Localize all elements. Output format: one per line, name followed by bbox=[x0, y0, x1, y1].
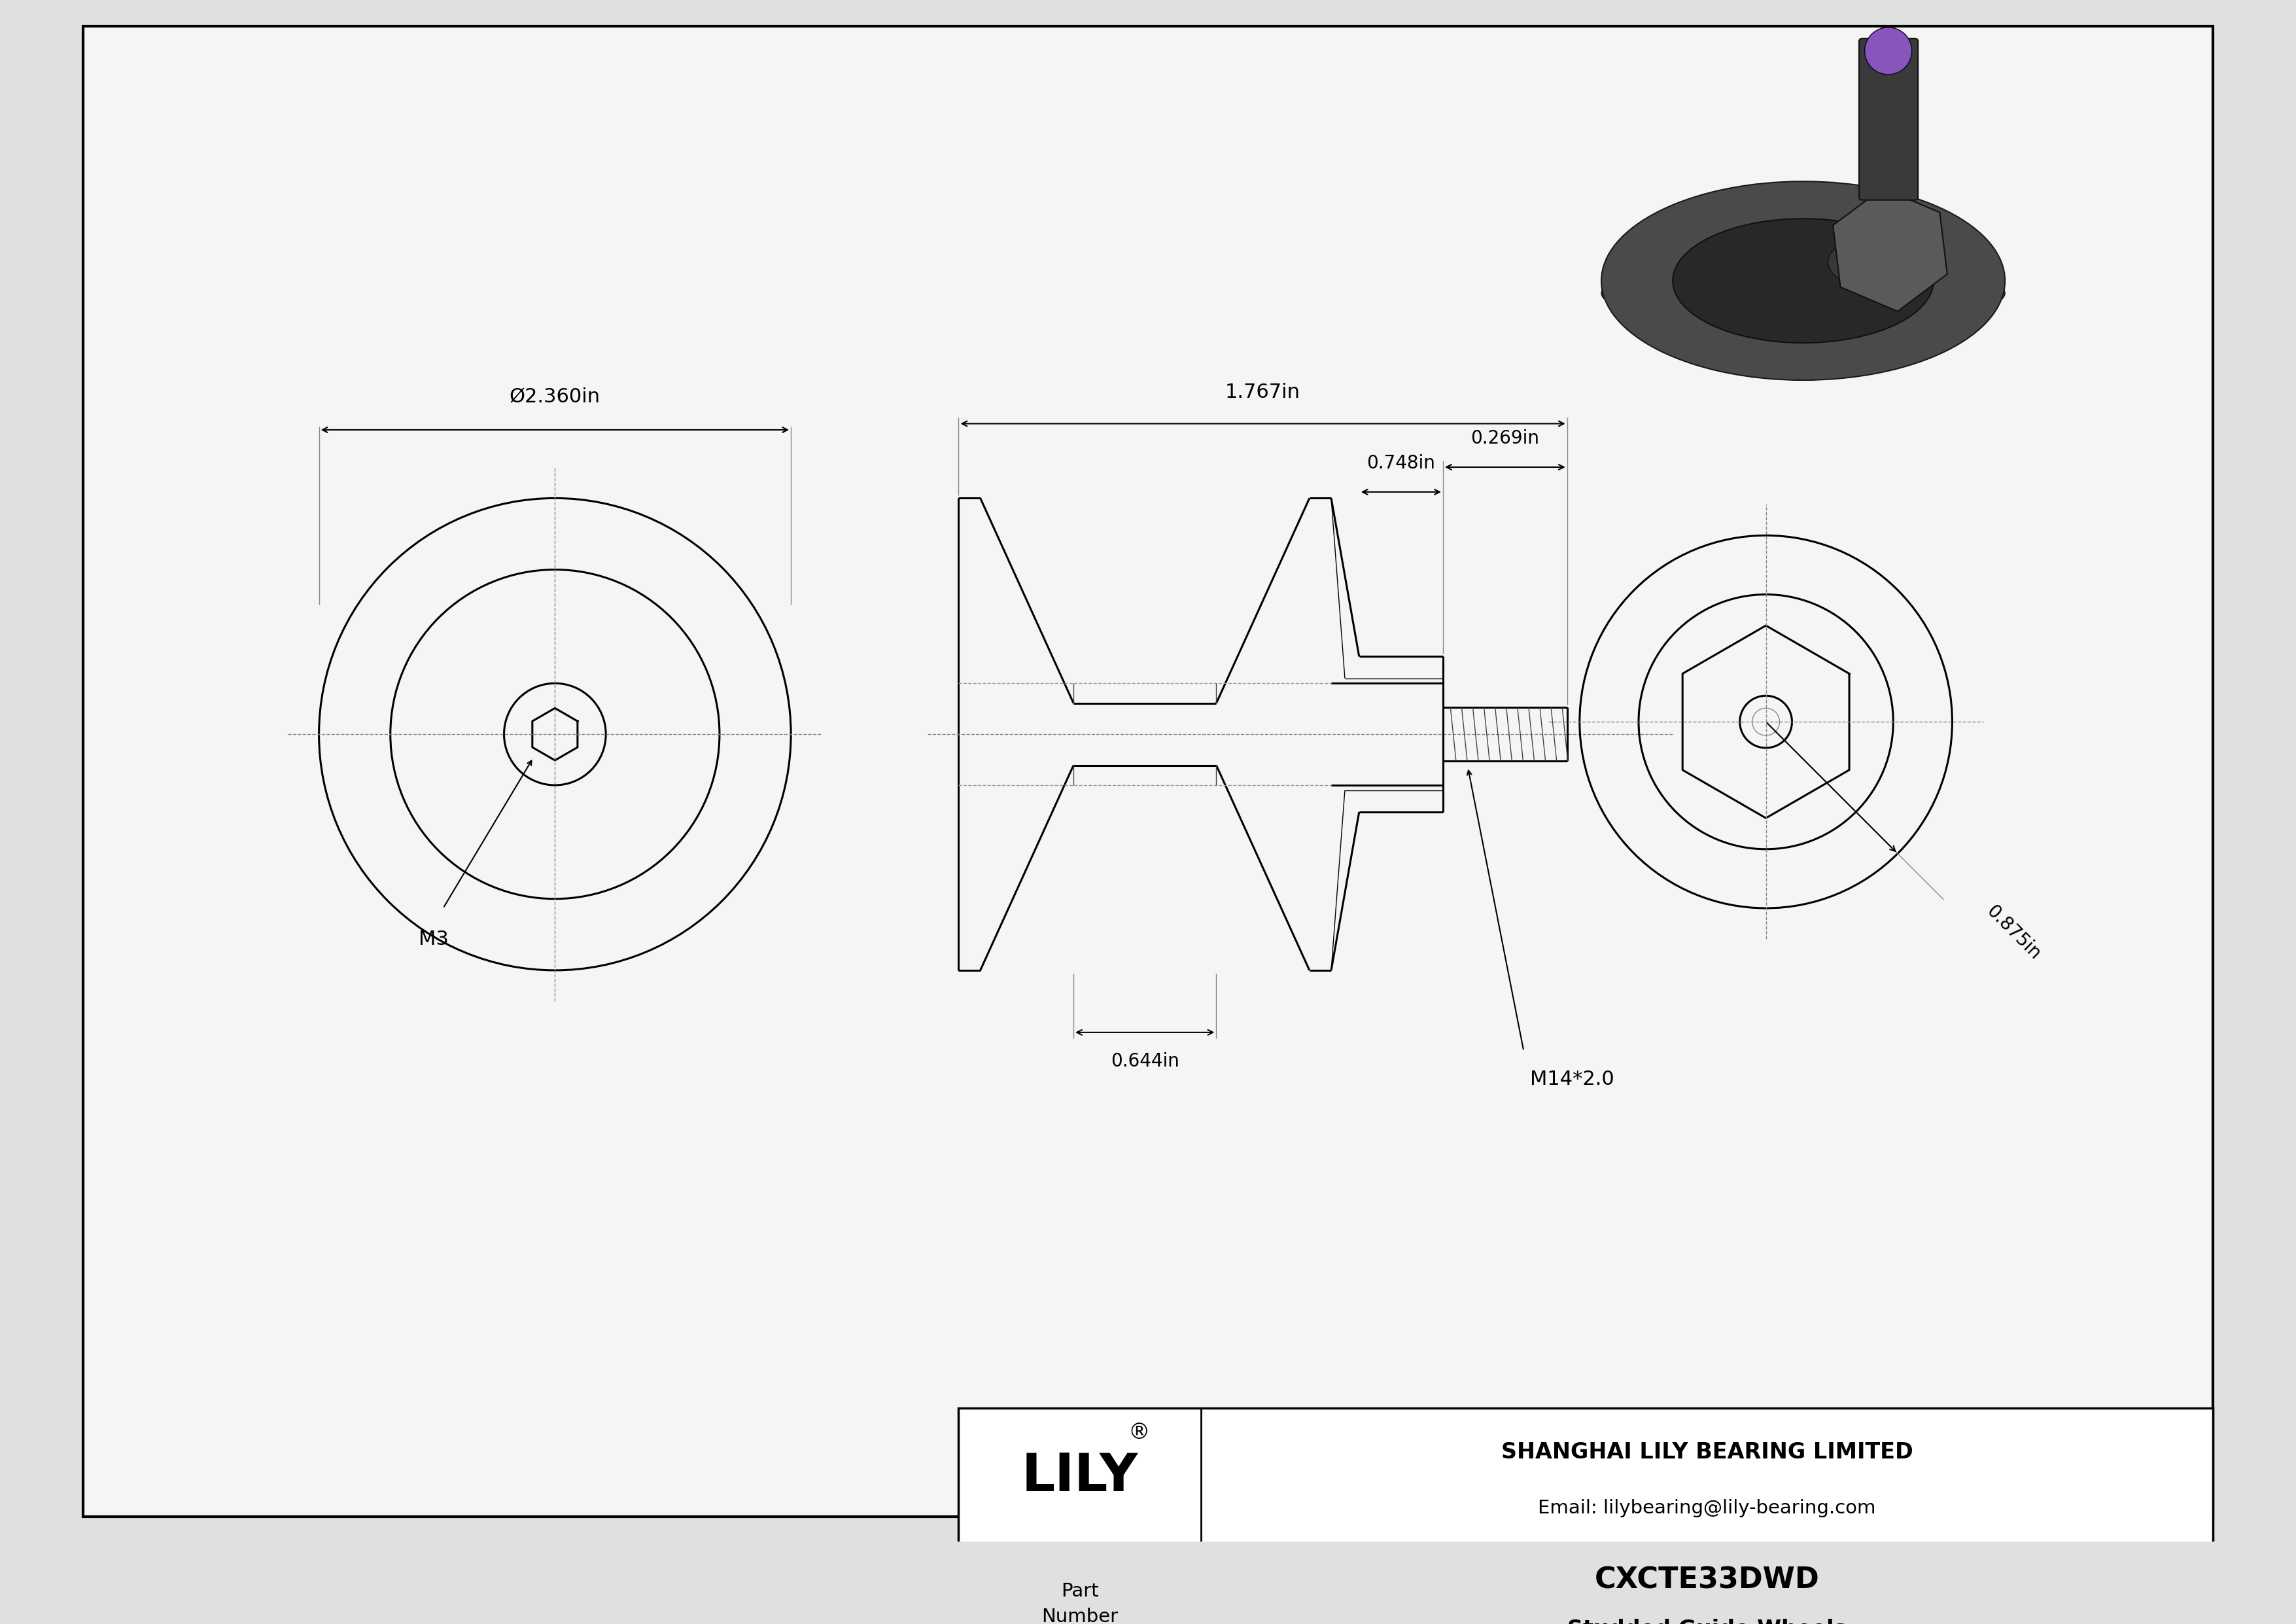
Text: 1.767in: 1.767in bbox=[1226, 383, 1300, 401]
Ellipse shape bbox=[1674, 219, 1933, 343]
Text: Studded Guide Wheels: Studded Guide Wheels bbox=[1568, 1619, 1846, 1624]
Text: M14*2.0: M14*2.0 bbox=[1529, 1070, 1614, 1088]
Text: 0.875in: 0.875in bbox=[1984, 901, 2043, 963]
Bar bbox=[960, 1408, 2213, 1624]
Ellipse shape bbox=[1600, 182, 2004, 380]
Text: Part
Number: Part Number bbox=[1042, 1582, 1118, 1624]
Text: 0.644in: 0.644in bbox=[1111, 1052, 1180, 1070]
FancyBboxPatch shape bbox=[1860, 39, 1917, 200]
Text: Ø2.360in: Ø2.360in bbox=[510, 387, 602, 406]
Ellipse shape bbox=[1828, 234, 1940, 291]
Ellipse shape bbox=[1600, 260, 2004, 328]
Circle shape bbox=[1864, 28, 1913, 75]
Text: SHANGHAI LILY BEARING LIMITED: SHANGHAI LILY BEARING LIMITED bbox=[1502, 1440, 1913, 1463]
Text: Email: lilybearing@lily-bearing.com: Email: lilybearing@lily-bearing.com bbox=[1538, 1499, 1876, 1517]
Text: M3: M3 bbox=[418, 931, 448, 948]
Text: CXCTE33DWD: CXCTE33DWD bbox=[1593, 1566, 1818, 1595]
Text: ®: ® bbox=[1127, 1423, 1150, 1444]
Text: 0.748in: 0.748in bbox=[1366, 453, 1435, 473]
Text: 0.269in: 0.269in bbox=[1472, 429, 1538, 447]
Text: LILY: LILY bbox=[1022, 1450, 1139, 1502]
